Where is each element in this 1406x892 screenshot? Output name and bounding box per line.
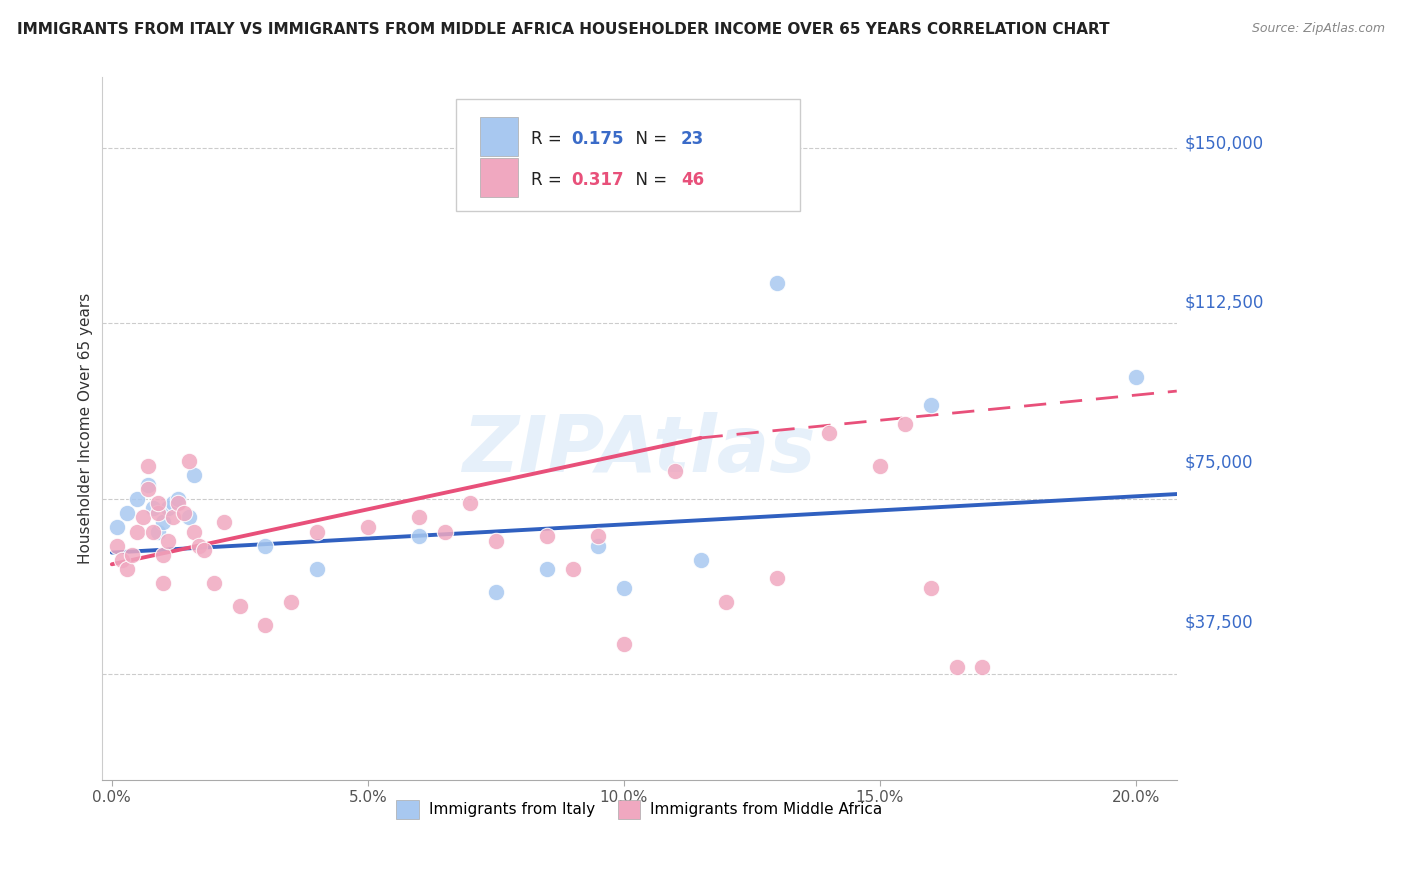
Point [689,552,711,566]
Point [162,496,184,510]
Point [146,524,169,539]
Point [142,524,165,539]
Point [920,398,942,412]
Point [177,510,200,524]
Text: R =: R = [530,171,567,189]
Text: 46: 46 [681,171,704,189]
Point [433,524,456,539]
Point [894,417,917,431]
Point [561,562,583,576]
Point [162,510,184,524]
Point [173,506,195,520]
Point [105,520,128,534]
Point [280,595,302,609]
Point [536,562,558,576]
Point [136,458,159,473]
Point [716,595,738,609]
Point [536,529,558,543]
Point [485,585,508,599]
Point [177,454,200,468]
Legend: Immigrants from Italy, Immigrants from Middle Africa: Immigrants from Italy, Immigrants from M… [391,794,889,824]
Point [152,548,174,562]
Point [972,660,994,674]
Point [485,533,508,548]
Point [167,496,190,510]
Point [254,539,277,553]
Point [638,192,661,206]
Point [152,576,174,591]
Point [131,510,153,524]
Point [146,496,169,510]
Text: IMMIGRANTS FROM ITALY VS IMMIGRANTS FROM MIDDLE AFRICA HOUSEHOLDER INCOME OVER 6: IMMIGRANTS FROM ITALY VS IMMIGRANTS FROM… [17,22,1109,37]
Point [945,660,967,674]
Text: 0.175: 0.175 [571,130,624,148]
Point [613,637,636,651]
Point [121,548,143,562]
Point [187,539,209,553]
Text: N =: N = [626,130,672,148]
Point [193,543,215,558]
Point [111,552,134,566]
Point [766,277,789,291]
Point [586,529,609,543]
Bar [479,118,517,156]
Point [115,562,138,576]
Point [127,491,149,506]
Point [1125,370,1147,384]
Point [305,524,328,539]
Point [157,533,180,548]
FancyBboxPatch shape [457,98,800,211]
Point [408,529,430,543]
Point [229,599,252,614]
Point [152,515,174,529]
Point [183,468,205,483]
Point [664,464,686,478]
Point [766,571,789,585]
Point [254,618,277,632]
Point [458,496,481,510]
Text: ZIPAtlas: ZIPAtlas [463,411,815,488]
Text: N =: N = [626,171,672,189]
Point [167,491,190,506]
Point [214,515,236,529]
Point [357,520,380,534]
Point [586,539,609,553]
Point [613,581,636,595]
Point [142,501,165,516]
Point [202,576,225,591]
Point [920,581,942,595]
Point [115,506,138,520]
Point [183,524,205,539]
Text: Source: ZipAtlas.com: Source: ZipAtlas.com [1251,22,1385,36]
Text: 0.317: 0.317 [571,171,624,189]
Point [146,506,169,520]
Point [157,501,180,516]
Point [869,458,891,473]
Point [136,477,159,491]
Point [408,510,430,524]
Point [127,524,149,539]
Bar [479,158,517,197]
Point [136,483,159,497]
Y-axis label: Householder Income Over 65 years: Householder Income Over 65 years [79,293,93,564]
Text: 23: 23 [681,130,704,148]
Point [105,539,128,553]
Point [305,562,328,576]
Point [817,426,839,441]
Text: R =: R = [530,130,567,148]
